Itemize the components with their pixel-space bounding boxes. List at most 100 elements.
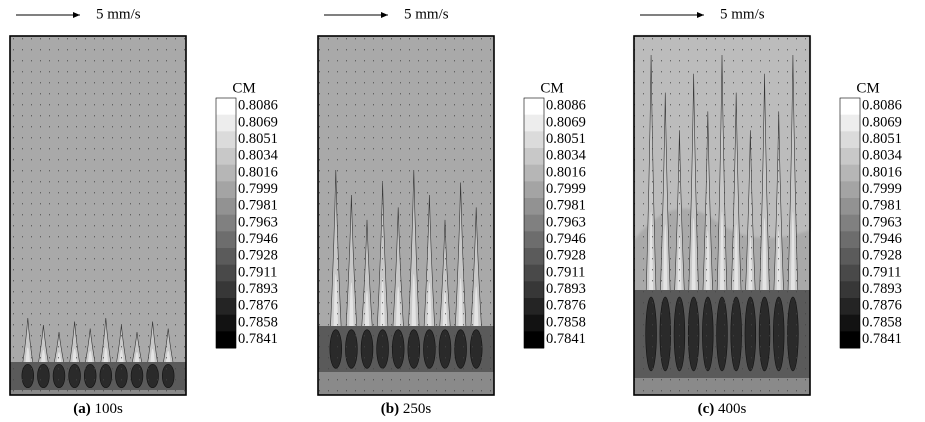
legend-level: 0.7893 [546, 281, 586, 297]
legend-level: 0.7858 [862, 314, 902, 330]
legend-swatch [840, 148, 860, 166]
legend-frame [523, 97, 545, 349]
frame [317, 35, 495, 396]
caption-time: 100s [94, 401, 123, 417]
legend-level: 0.7946 [238, 231, 278, 247]
legend-level: 0.8069 [546, 114, 586, 130]
legend-swatch [216, 281, 236, 299]
legend-level: 0.7946 [862, 231, 902, 247]
legend-swatch [840, 164, 860, 182]
legend-swatch [216, 198, 236, 216]
caption-label: (b) [381, 401, 399, 417]
legend-level: 0.8034 [546, 148, 587, 164]
legend-level: 0.7963 [546, 214, 586, 230]
legend-level: 0.7999 [238, 181, 278, 197]
legend-swatch [840, 214, 860, 232]
legend-swatch [840, 281, 860, 299]
legend-level: 0.7999 [862, 181, 902, 197]
legend-level: 0.7876 [862, 298, 902, 314]
legend-swatch [216, 248, 236, 266]
vectors [10, 36, 186, 395]
legend-swatch [524, 231, 544, 249]
legend-title: CM [540, 80, 563, 96]
legend-swatch [216, 98, 236, 116]
legend-swatch [524, 298, 544, 316]
legend-level: 0.8086 [546, 98, 586, 114]
legend-swatch [216, 148, 236, 166]
legend-swatch [216, 181, 236, 199]
legend-swatch [840, 331, 860, 349]
legend-level: 0.8034 [862, 148, 903, 164]
legend-swatch [840, 98, 860, 116]
legend-swatch [524, 148, 544, 166]
legend-level: 0.7946 [546, 231, 586, 247]
legend-frame [215, 97, 237, 349]
legend-swatch [524, 248, 544, 266]
legend-level: 0.8051 [238, 131, 278, 147]
legend-swatch [216, 114, 236, 132]
legend-level: 0.7876 [238, 298, 278, 314]
legend-swatch [840, 314, 860, 332]
legend-level: 0.7928 [238, 248, 278, 264]
legend-swatch [216, 314, 236, 332]
contour-panel: 5 mm/s (b) 250s CM 0.80860.80690.80510.8034… [317, 6, 587, 417]
legend-title: CM [856, 80, 879, 96]
legend-level: 0.7893 [238, 281, 278, 297]
legend-swatch [216, 131, 236, 149]
caption: (a) 100s [73, 401, 123, 417]
legend-level: 0.7841 [546, 331, 586, 347]
legend-swatch [216, 264, 236, 282]
legend-level: 0.8086 [862, 98, 902, 114]
legend-swatch [524, 281, 544, 299]
legend-swatch [840, 264, 860, 282]
legend-swatch [840, 181, 860, 199]
legend-swatch [840, 248, 860, 266]
legend-level: 0.8051 [546, 131, 586, 147]
arrow-head [381, 12, 388, 18]
legend-swatch [524, 214, 544, 232]
vectors [318, 36, 494, 395]
vectors [634, 36, 810, 395]
legend-level: 0.7981 [238, 198, 278, 214]
legend-swatch [216, 231, 236, 249]
legend-swatch [840, 198, 860, 216]
arrow-head [697, 12, 704, 18]
legend-level: 0.8069 [238, 114, 278, 130]
legend-level: 0.7876 [546, 298, 586, 314]
frame [9, 35, 187, 396]
legend-swatch [524, 181, 544, 199]
caption-label: (a) [73, 401, 91, 417]
legend-level: 0.8051 [862, 131, 902, 147]
legend-swatch [524, 198, 544, 216]
legend-swatch [524, 114, 544, 132]
legend-swatch [216, 214, 236, 232]
legend-swatch [840, 231, 860, 249]
legend-swatch [216, 331, 236, 349]
legend-level: 0.7911 [862, 264, 901, 280]
legend-level: 0.7999 [546, 181, 586, 197]
legend-level: 0.7841 [238, 331, 278, 347]
legend-level: 0.8016 [238, 164, 278, 180]
legend-level: 0.8016 [862, 164, 902, 180]
legend-title: CM [232, 80, 255, 96]
legend-swatch [524, 164, 544, 182]
legend-level: 0.7911 [238, 264, 277, 280]
legend-level: 0.7893 [862, 281, 902, 297]
legend-level: 0.7963 [862, 214, 902, 230]
contour-panel: 5 mm/s (c) 400s CM 0.80860.80690.80510.8034… [633, 6, 903, 417]
legend-level: 0.8034 [238, 148, 279, 164]
legend-swatch [524, 314, 544, 332]
legend-level: 0.7981 [546, 198, 586, 214]
scale-label: 5 mm/s [96, 6, 141, 22]
caption-time: 250s [403, 401, 432, 417]
legend-level: 0.7963 [238, 214, 278, 230]
legend-frame [839, 97, 861, 349]
caption: (c) 400s [698, 401, 747, 417]
legend-swatch [524, 98, 544, 116]
caption-time: 400s [718, 401, 747, 417]
caption-label: (c) [698, 401, 715, 417]
scale-label: 5 mm/s [404, 6, 449, 22]
legend-level: 0.8069 [862, 114, 902, 130]
scale-label: 5 mm/s [720, 6, 765, 22]
